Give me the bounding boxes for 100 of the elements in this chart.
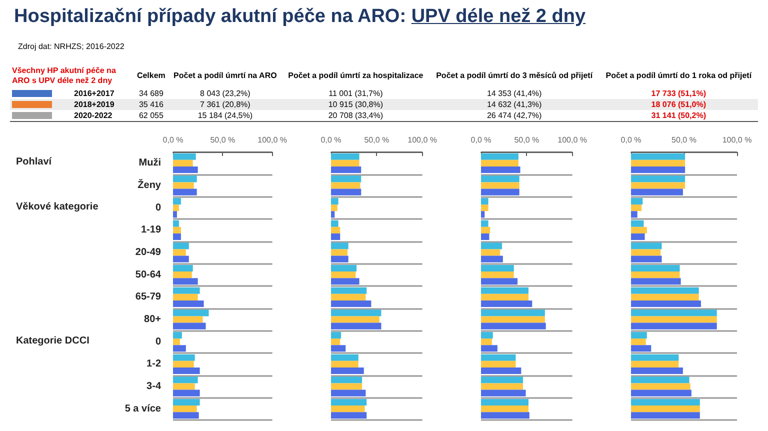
text: Pohlaví bbox=[16, 156, 53, 168]
bar bbox=[173, 354, 195, 361]
bar bbox=[173, 300, 204, 307]
bar bbox=[173, 390, 200, 396]
bar bbox=[631, 390, 692, 396]
bar bbox=[631, 272, 680, 278]
bar bbox=[173, 272, 192, 278]
bar bbox=[173, 294, 198, 300]
y-tick-label: 50-64 bbox=[135, 269, 162, 280]
bar bbox=[631, 256, 662, 262]
bar bbox=[481, 406, 528, 412]
bar bbox=[481, 412, 530, 419]
y-tick-label: Muži bbox=[138, 158, 162, 169]
bar bbox=[331, 399, 367, 406]
bar bbox=[331, 198, 338, 205]
text: Počet a podíl úmrtí do 1 roka od přijetí bbox=[604, 70, 753, 82]
bar bbox=[331, 226, 340, 234]
bar bbox=[481, 360, 516, 368]
text: Zdroj dat: NRHZS; 2016-2022 bbox=[18, 42, 124, 51]
text: 2020-2022 bbox=[74, 111, 112, 120]
bar bbox=[331, 272, 356, 278]
bar bbox=[481, 249, 500, 256]
bar bbox=[631, 160, 686, 166]
bar bbox=[481, 226, 490, 234]
bar bbox=[481, 198, 488, 205]
bar bbox=[481, 376, 524, 384]
bar bbox=[173, 376, 198, 384]
bar bbox=[631, 360, 679, 368]
x-tick-label: 50,0 % bbox=[514, 136, 540, 144]
text: Celkem bbox=[136, 70, 166, 82]
bar bbox=[631, 265, 680, 272]
text: 7 361 (20,8%) bbox=[168, 99, 282, 110]
bar bbox=[631, 383, 690, 390]
bar bbox=[631, 300, 701, 307]
bar bbox=[481, 287, 528, 294]
bar bbox=[173, 345, 186, 352]
bar bbox=[631, 176, 686, 182]
bar bbox=[331, 242, 348, 250]
y-tick-label: Ženy bbox=[138, 179, 162, 191]
bar bbox=[481, 345, 498, 352]
bar bbox=[631, 220, 644, 227]
bar bbox=[173, 182, 194, 189]
text: 20 708 (33,4%) bbox=[282, 110, 430, 122]
bar bbox=[481, 153, 518, 160]
bar bbox=[631, 287, 699, 294]
text: 8 043 (23,2%) bbox=[199, 88, 252, 99]
text: 2018+2019 bbox=[74, 100, 114, 109]
x-tick-label: 0,0 % bbox=[470, 136, 492, 144]
bar bbox=[173, 198, 181, 205]
x-tick-label: 100,0 % bbox=[722, 136, 752, 144]
bar bbox=[631, 316, 717, 323]
bar bbox=[481, 383, 524, 390]
bar bbox=[481, 278, 518, 285]
text: Počet a podíl úmrtí do 3 měsíců od přijetí bbox=[435, 70, 594, 82]
text: 31 141 (50,2%) bbox=[599, 110, 758, 122]
bar bbox=[173, 310, 209, 316]
text: Kategorie DCCI bbox=[16, 335, 90, 346]
bar bbox=[631, 294, 699, 300]
bar bbox=[331, 294, 366, 300]
x-tick-label: 0,0 % bbox=[620, 136, 642, 144]
bar bbox=[631, 338, 646, 346]
bar bbox=[173, 166, 198, 173]
bar bbox=[331, 390, 366, 396]
bar bbox=[331, 367, 364, 374]
bar bbox=[173, 399, 200, 406]
y-tick-label: 0 bbox=[155, 336, 162, 348]
x-tick-label: 0,0 % bbox=[162, 136, 184, 144]
bar bbox=[173, 316, 203, 323]
bar bbox=[481, 220, 488, 227]
x-tick-label: 0,0 % bbox=[320, 136, 342, 144]
text: 2016+2017 bbox=[74, 89, 114, 98]
bar bbox=[331, 360, 358, 368]
bar bbox=[173, 360, 194, 368]
bar bbox=[173, 233, 181, 240]
bar bbox=[481, 316, 545, 323]
bar bbox=[173, 242, 189, 250]
bar bbox=[173, 406, 197, 412]
bar bbox=[481, 310, 545, 316]
bar bbox=[631, 204, 642, 212]
bar bbox=[331, 188, 362, 196]
y-tick-label: 1-2 bbox=[146, 358, 162, 370]
bar bbox=[173, 153, 196, 160]
bar bbox=[631, 367, 683, 374]
bar bbox=[481, 188, 520, 196]
bar bbox=[481, 390, 526, 396]
bar bbox=[631, 332, 647, 339]
bar bbox=[331, 160, 360, 166]
x-tick-label: 50,0 % bbox=[210, 136, 236, 144]
bar bbox=[173, 265, 193, 272]
bar bbox=[481, 176, 520, 182]
bar bbox=[331, 265, 357, 272]
bar bbox=[481, 294, 528, 300]
bar bbox=[631, 211, 638, 218]
bar bbox=[173, 332, 182, 339]
y-tick-label: 65-79 bbox=[135, 292, 162, 303]
bar bbox=[331, 406, 365, 412]
bar bbox=[481, 182, 520, 189]
bar bbox=[481, 242, 502, 250]
bar bbox=[331, 354, 358, 361]
bar bbox=[331, 345, 346, 352]
